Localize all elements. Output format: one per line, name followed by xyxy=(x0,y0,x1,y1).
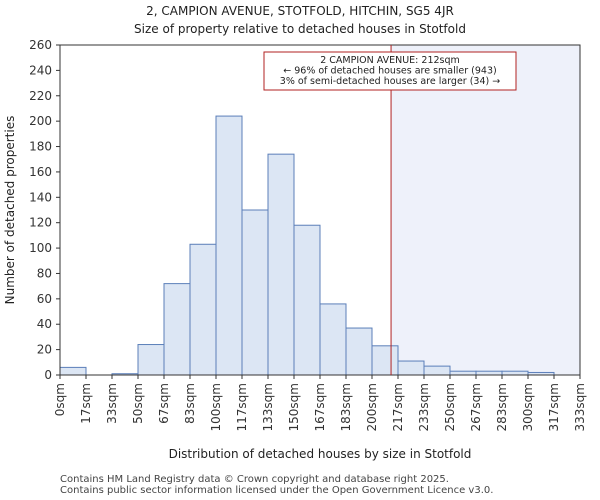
histogram-bar xyxy=(137,344,165,376)
x-tick-label: 333sqm xyxy=(573,383,587,431)
y-axis-label: Number of detached properties xyxy=(3,116,17,305)
x-tick-label: 117sqm xyxy=(235,383,249,431)
x-tick-label: 17sqm xyxy=(79,383,93,424)
histogram-bar xyxy=(423,365,451,376)
x-tick-label: 200sqm xyxy=(365,383,379,431)
y-tick-label: 220 xyxy=(29,89,52,103)
y-tick-label: 180 xyxy=(29,140,52,154)
y-tick-label: 160 xyxy=(29,165,52,179)
footer-line2: Contains public sector information licen… xyxy=(60,485,494,496)
y-tick-label: 240 xyxy=(29,63,52,77)
y-tick-label: 60 xyxy=(37,292,52,306)
histogram-bar xyxy=(475,370,503,376)
x-tick-label: 300sqm xyxy=(521,383,535,431)
y-tick-label: 20 xyxy=(37,343,52,357)
annotation-box xyxy=(263,51,517,91)
histogram-bar xyxy=(319,303,347,376)
annotation-line: 3% of semi-detached houses are larger (3… xyxy=(280,76,500,87)
histogram-bar xyxy=(267,153,295,376)
x-tick-label: 100sqm xyxy=(209,383,223,431)
histogram-bar xyxy=(501,370,529,376)
x-tick-label: 217sqm xyxy=(391,383,405,431)
y-tick-label: 260 xyxy=(29,38,52,52)
histogram-bar xyxy=(449,370,477,376)
x-tick-label: 233sqm xyxy=(417,383,431,431)
x-tick-label: 150sqm xyxy=(287,383,301,431)
histogram-bar xyxy=(59,366,87,376)
x-tick-label: 33sqm xyxy=(105,383,119,424)
x-tick-label: 317sqm xyxy=(547,383,561,431)
x-tick-label: 133sqm xyxy=(261,383,275,431)
footer-line1: Contains HM Land Registry data © Crown c… xyxy=(60,474,449,485)
histogram-bar xyxy=(371,345,399,376)
y-tick-label: 0 xyxy=(44,368,52,382)
x-tick-label: 250sqm xyxy=(443,383,457,431)
histogram-bar xyxy=(189,243,217,376)
x-tick-label: 283sqm xyxy=(495,383,509,431)
y-tick-label: 120 xyxy=(29,216,52,230)
x-tick-label: 167sqm xyxy=(313,383,327,431)
y-tick-label: 100 xyxy=(29,241,52,255)
histogram-bar xyxy=(397,360,425,376)
highlight-region xyxy=(391,45,580,375)
histogram-bar xyxy=(345,327,373,376)
y-tick-label: 40 xyxy=(37,317,52,331)
histogram-bar xyxy=(293,224,321,376)
x-tick-label: 0sqm xyxy=(53,383,67,416)
annotation-line: ← 96% of detached houses are smaller (94… xyxy=(283,66,496,77)
annotation-line: 2 CAMPION AVENUE: 212sqm xyxy=(320,55,460,66)
y-tick-label: 200 xyxy=(29,114,52,128)
x-tick-label: 183sqm xyxy=(339,383,353,431)
x-tick-label: 267sqm xyxy=(469,383,483,431)
x-axis-label: Distribution of detached houses by size … xyxy=(169,447,472,461)
x-tick-label: 67sqm xyxy=(157,383,171,424)
x-tick-label: 83sqm xyxy=(183,383,197,424)
chart-title-line2: Size of property relative to detached ho… xyxy=(134,22,466,36)
x-tick-label: 50sqm xyxy=(131,383,145,424)
chart-title-line1: 2, CAMPION AVENUE, STOTFOLD, HITCHIN, SG… xyxy=(146,4,454,18)
y-tick-label: 140 xyxy=(29,190,52,204)
histogram-bar xyxy=(215,115,243,376)
histogram-bar xyxy=(163,283,191,376)
y-tick-label: 80 xyxy=(37,266,52,280)
histogram-bar xyxy=(241,209,269,376)
